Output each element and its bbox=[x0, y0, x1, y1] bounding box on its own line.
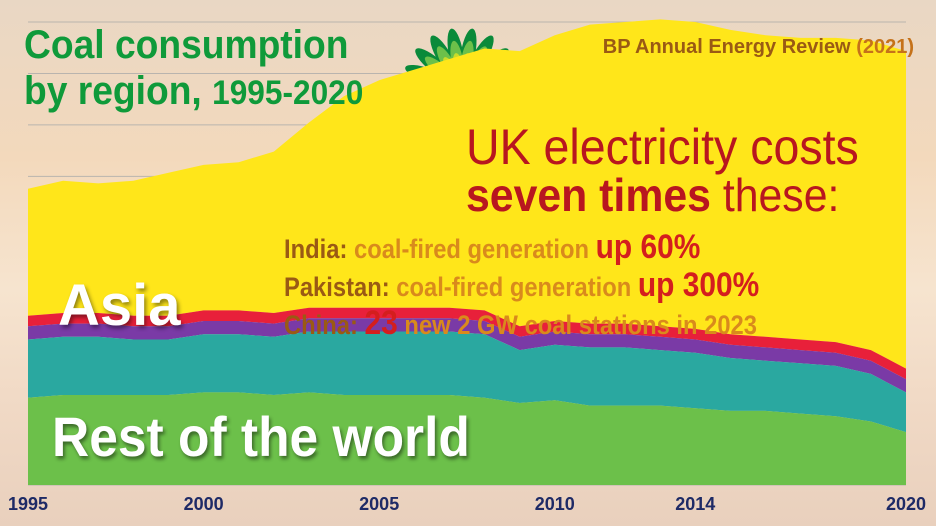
fact-label: Pakistan: bbox=[284, 272, 390, 302]
chart-title: Coal consumption by region, 1995-2020 bbox=[24, 22, 363, 116]
title-line-2-text: by region, bbox=[24, 69, 202, 113]
fact-highlight: 23 bbox=[364, 304, 398, 342]
fact-label: India: bbox=[284, 234, 348, 264]
x-tick-label: 2000 bbox=[183, 494, 224, 514]
area-series-4 bbox=[28, 19, 906, 369]
asia-area-label: Asia bbox=[58, 273, 181, 338]
title-line-1: Coal consumption bbox=[24, 23, 349, 67]
headline-line-2: seven times these: bbox=[466, 170, 839, 220]
fact-india: India: coal-fired generation up 60% bbox=[284, 230, 700, 264]
x-tick-label: 2014 bbox=[675, 494, 716, 514]
area-series-3 bbox=[28, 307, 906, 380]
fact-highlight: up 60% bbox=[595, 228, 701, 266]
area-series-0 bbox=[28, 392, 906, 485]
title-years: 1995-2020 bbox=[212, 74, 364, 112]
fact-pakistan: Pakistan: coal-fired generation up 300% bbox=[284, 268, 759, 302]
source-text: BP Annual Energy Review bbox=[602, 36, 851, 58]
source-note: BP Annual Energy Review (2021) bbox=[603, 36, 914, 59]
fact-text: coal-fired generation bbox=[353, 234, 589, 264]
fact-text: coal-fired generation bbox=[396, 272, 632, 302]
area-series-1 bbox=[28, 331, 906, 433]
x-tick-label: 2005 bbox=[359, 494, 400, 514]
x-tick-label: 2010 bbox=[534, 494, 575, 514]
fact-label: China: bbox=[284, 310, 358, 340]
area-series-2 bbox=[28, 318, 906, 393]
headline-bold: seven times bbox=[466, 169, 711, 221]
rest-of-world-area-label: Rest of the world bbox=[52, 405, 470, 468]
headline-rest: these: bbox=[722, 169, 840, 221]
title-line-2: by region, 1995-2020 bbox=[24, 68, 363, 116]
source-year: (2021) bbox=[856, 36, 914, 58]
headline-line-1: UK electricity costs bbox=[466, 119, 859, 175]
x-tick-label: 2020 bbox=[885, 494, 927, 514]
x-tick-label: 1995 bbox=[7, 494, 49, 514]
fact-text: new 2 GW coal stations in 2023 bbox=[404, 310, 757, 340]
fact-highlight: up 300% bbox=[637, 266, 760, 304]
fact-china: China: 23 new 2 GW coal stations in 2023 bbox=[284, 306, 757, 340]
